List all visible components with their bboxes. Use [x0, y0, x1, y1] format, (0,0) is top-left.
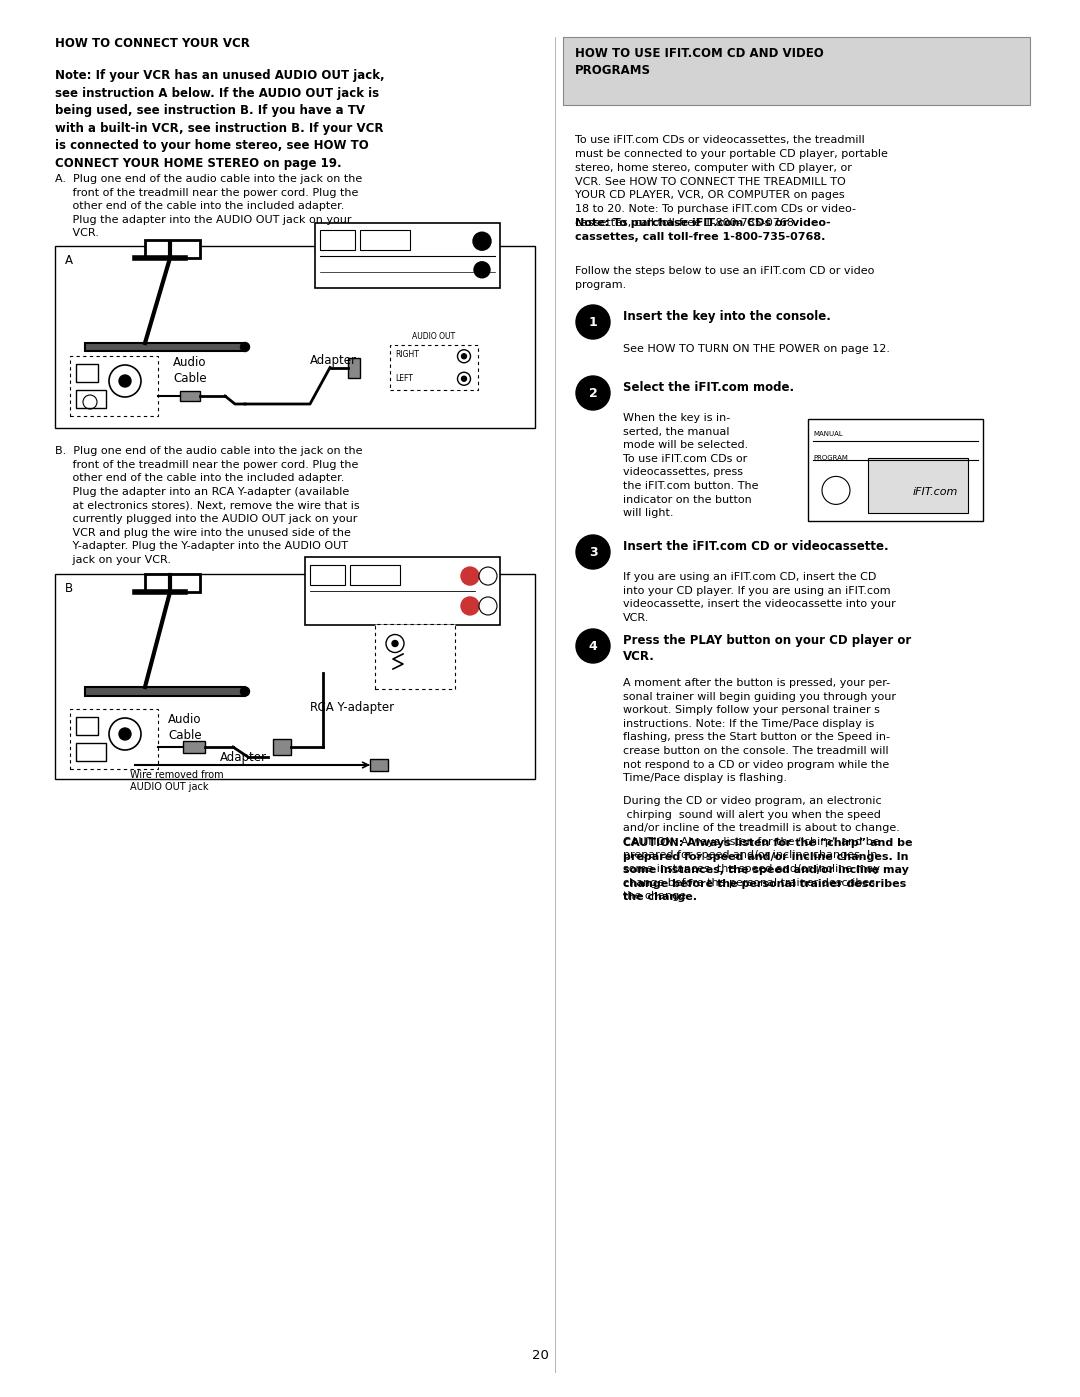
- Bar: [273, 739, 291, 754]
- FancyBboxPatch shape: [70, 356, 158, 416]
- Bar: [315, 224, 500, 288]
- Bar: [85, 687, 245, 696]
- Bar: [370, 759, 388, 771]
- Text: CAUTION: Always listen for the “chirp” and be
prepared for speed and/or incline : CAUTION: Always listen for the “chirp” a…: [623, 838, 913, 902]
- Bar: [76, 390, 106, 408]
- Text: RIGHT: RIGHT: [395, 351, 419, 359]
- Bar: [320, 231, 355, 250]
- Bar: [563, 36, 1030, 105]
- Bar: [868, 458, 968, 513]
- FancyBboxPatch shape: [70, 710, 158, 768]
- Circle shape: [576, 305, 610, 339]
- Text: During the CD or video program, an electronic
 chirping  sound will alert you wh: During the CD or video program, an elect…: [623, 796, 900, 901]
- Text: B.  Plug one end of the audio cable into the jack on the
     front of the tread: B. Plug one end of the audio cable into …: [55, 446, 363, 564]
- Text: A moment after the button is pressed, your per-
sonal trainer will begin guiding: A moment after the button is pressed, yo…: [623, 678, 896, 784]
- Bar: [360, 231, 410, 250]
- Text: AUDIO OUT: AUDIO OUT: [413, 332, 456, 341]
- Circle shape: [461, 376, 467, 381]
- Text: Select the iFIT.com mode.: Select the iFIT.com mode.: [623, 381, 794, 394]
- Text: B: B: [65, 583, 73, 595]
- Text: See HOW TO TURN ON THE POWER on page 12.: See HOW TO TURN ON THE POWER on page 12.: [623, 344, 890, 353]
- Text: LEFT: LEFT: [395, 374, 413, 383]
- Bar: [180, 391, 200, 401]
- Circle shape: [480, 597, 497, 615]
- Text: HOW TO USE IFIT.COM CD AND VIDEO
PROGRAMS: HOW TO USE IFIT.COM CD AND VIDEO PROGRAM…: [575, 47, 824, 77]
- Bar: [55, 246, 535, 427]
- Text: 3: 3: [589, 545, 597, 559]
- Text: Press the PLAY button on your CD player or
VCR.: Press the PLAY button on your CD player …: [623, 634, 912, 664]
- Circle shape: [461, 567, 480, 585]
- Bar: [348, 358, 360, 377]
- Bar: [808, 419, 983, 521]
- Text: Wire removed from
AUDIO OUT jack: Wire removed from AUDIO OUT jack: [130, 770, 224, 792]
- Circle shape: [241, 687, 249, 696]
- Text: Adapter: Adapter: [310, 353, 357, 366]
- Circle shape: [480, 567, 497, 585]
- Text: Follow the steps below to use an iFIT.com CD or video
program.: Follow the steps below to use an iFIT.co…: [575, 265, 875, 289]
- Text: Note: To purchase iFIT.com CDs or video-
cassettes, call toll-free 1-800-735-076: Note: To purchase iFIT.com CDs or video-…: [575, 218, 831, 242]
- Text: Audio
Cable: Audio Cable: [168, 712, 202, 742]
- Bar: [85, 344, 245, 351]
- Text: iFIT.com: iFIT.com: [913, 488, 958, 497]
- Text: If you are using an iFIT.com CD, insert the CD
into your CD player. If you are u: If you are using an iFIT.com CD, insert …: [623, 571, 895, 623]
- Text: A.  Plug one end of the audio cable into the jack on the
     front of the tread: A. Plug one end of the audio cable into …: [55, 175, 362, 239]
- Bar: [305, 557, 500, 624]
- Bar: [145, 240, 200, 258]
- Bar: [76, 717, 98, 735]
- Bar: [76, 365, 98, 381]
- Circle shape: [576, 629, 610, 664]
- Text: Insert the key into the console.: Insert the key into the console.: [623, 310, 831, 323]
- Text: To use iFIT.com CDs or videocassettes, the treadmill
must be connected to your p: To use iFIT.com CDs or videocassettes, t…: [575, 136, 888, 228]
- Text: Note: If your VCR has an unused AUDIO OUT jack,
see instruction A below. If the : Note: If your VCR has an unused AUDIO OU…: [55, 68, 384, 169]
- Circle shape: [576, 535, 610, 569]
- Circle shape: [241, 342, 249, 352]
- Circle shape: [461, 353, 467, 359]
- Circle shape: [473, 232, 491, 250]
- Text: 1: 1: [589, 316, 597, 328]
- Circle shape: [576, 376, 610, 409]
- Circle shape: [392, 640, 399, 647]
- Bar: [350, 564, 400, 585]
- Bar: [76, 743, 106, 761]
- Text: 4: 4: [589, 640, 597, 652]
- Circle shape: [119, 728, 131, 740]
- Text: Adapter: Adapter: [220, 750, 267, 764]
- Text: Insert the iFIT.com CD or videocassette.: Insert the iFIT.com CD or videocassette.: [623, 541, 889, 553]
- FancyBboxPatch shape: [375, 624, 455, 689]
- Text: RCA Y-adapter: RCA Y-adapter: [310, 700, 394, 714]
- Text: A: A: [65, 254, 73, 267]
- Circle shape: [461, 597, 480, 615]
- Text: Audio
Cable: Audio Cable: [173, 355, 206, 384]
- Bar: [183, 740, 205, 753]
- Text: MANUAL: MANUAL: [813, 432, 842, 437]
- Circle shape: [119, 374, 131, 387]
- FancyBboxPatch shape: [390, 345, 478, 390]
- Text: 2: 2: [589, 387, 597, 400]
- Text: PROGRAM: PROGRAM: [813, 454, 848, 461]
- Bar: [55, 574, 535, 780]
- Circle shape: [474, 261, 490, 278]
- Text: 20: 20: [531, 1350, 549, 1362]
- Text: HOW TO CONNECT YOUR VCR: HOW TO CONNECT YOUR VCR: [55, 36, 249, 50]
- Bar: [145, 574, 200, 592]
- Bar: [310, 564, 345, 585]
- Text: When the key is in-
serted, the manual
mode will be selected.
To use iFIT.com CD: When the key is in- serted, the manual m…: [623, 414, 758, 518]
